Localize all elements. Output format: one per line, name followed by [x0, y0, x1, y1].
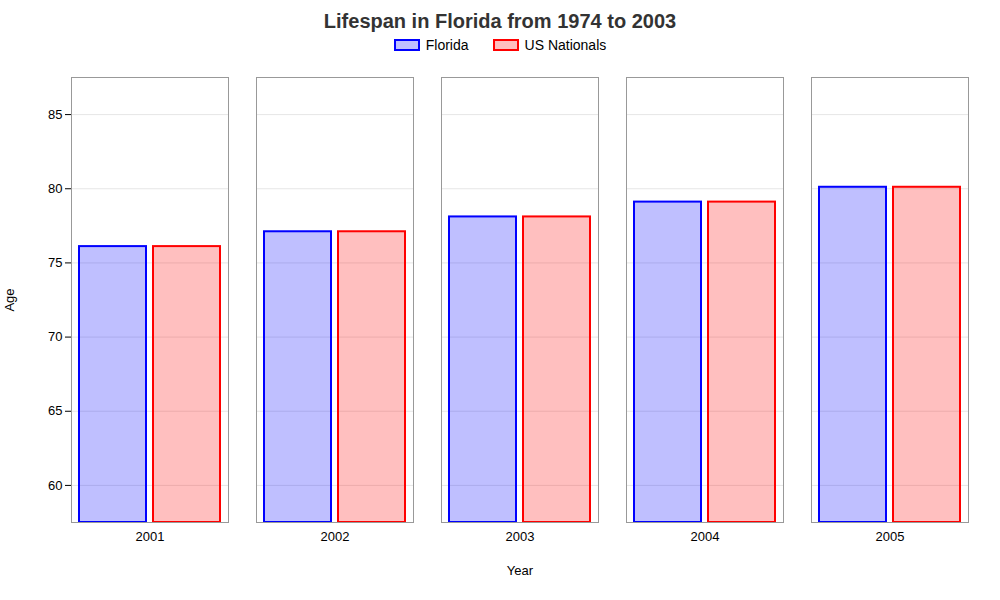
- svg-text:70: 70: [48, 329, 62, 344]
- svg-text:80: 80: [48, 181, 62, 196]
- svg-text:85: 85: [48, 107, 62, 122]
- html-text:Florida: Florida: [425, 37, 469, 53]
- svg-text:2003: 2003: [506, 529, 535, 544]
- svg-text:2004: 2004: [691, 529, 720, 544]
- svg-text:2001: 2001: [136, 529, 165, 544]
- svg-text:75: 75: [48, 255, 62, 270]
- svg-text:65: 65: [48, 403, 62, 418]
- html-text:US Nationals: US Nationals: [524, 37, 607, 53]
- svg-text:2002: 2002: [321, 529, 350, 544]
- svg-text:Age: Age: [2, 288, 17, 311]
- svg-text:Year: Year: [507, 563, 534, 578]
- svg-text:2005: 2005: [876, 529, 905, 544]
- html-text:Lifespan in Florida from 1974: Lifespan in Florida from 1974 to 2003: [323, 10, 677, 32]
- svg-text:60: 60: [48, 478, 62, 493]
